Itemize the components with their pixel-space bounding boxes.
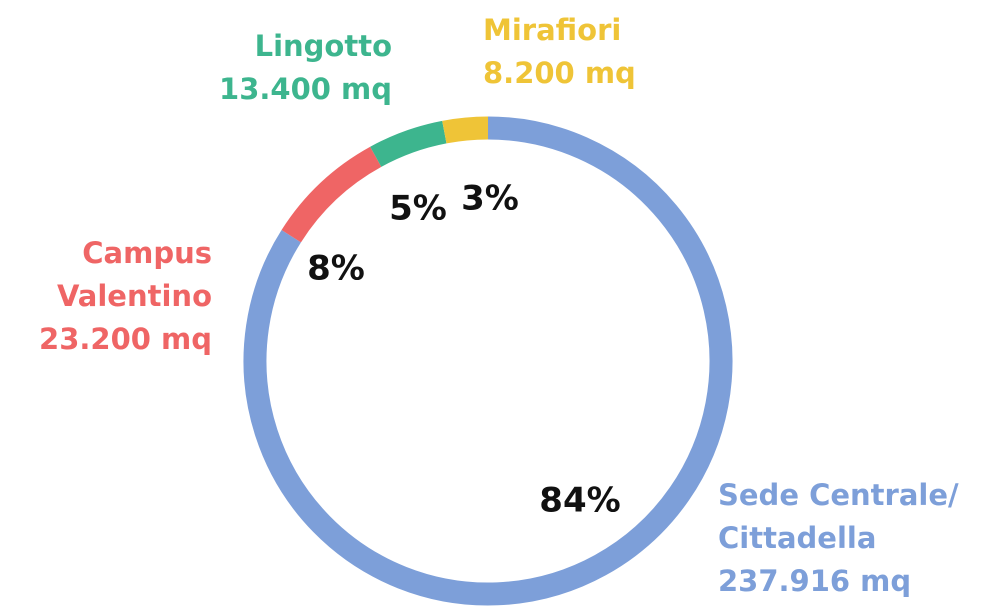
segment-area: 237.916 mq [718, 564, 911, 598]
segment-area: 23.200 mq [39, 322, 212, 356]
percent-label: 8% [307, 249, 365, 289]
percent-label: 3% [461, 179, 519, 219]
segment-name: Valentino [57, 279, 212, 313]
donut-segment [281, 146, 382, 243]
segment-name: Campus [82, 236, 212, 270]
segment-name: Sede Centrale/ [718, 478, 959, 512]
donut-segment [442, 116, 489, 144]
segment-area: 13.400 mq [219, 72, 392, 106]
segment-name: Mirafiori [483, 13, 621, 47]
segment-name: Cittadella [718, 521, 876, 555]
segment-area: 8.200 mq [483, 56, 636, 90]
percent-label: 5% [389, 189, 447, 229]
percent-label: 84% [539, 481, 620, 521]
donut-segment [243, 116, 733, 606]
segment-name: Lingotto [255, 29, 392, 63]
donut-segment [370, 120, 447, 168]
